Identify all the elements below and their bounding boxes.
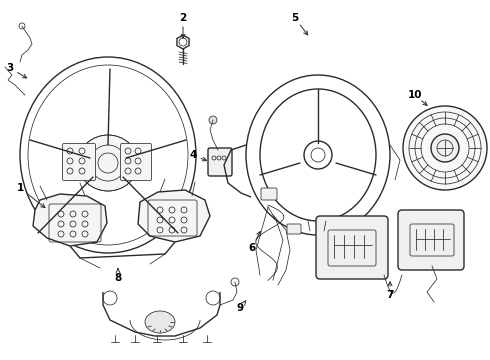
Circle shape bbox=[209, 116, 217, 124]
Circle shape bbox=[431, 134, 459, 162]
FancyBboxPatch shape bbox=[63, 144, 96, 180]
Text: 4: 4 bbox=[189, 150, 196, 160]
Text: 3: 3 bbox=[6, 63, 14, 73]
FancyBboxPatch shape bbox=[316, 216, 388, 279]
Ellipse shape bbox=[260, 89, 376, 221]
FancyBboxPatch shape bbox=[398, 210, 464, 270]
Circle shape bbox=[403, 106, 487, 190]
FancyBboxPatch shape bbox=[208, 148, 232, 176]
Text: 8: 8 bbox=[114, 273, 122, 283]
Text: 10: 10 bbox=[408, 90, 422, 100]
Text: 7: 7 bbox=[386, 290, 393, 300]
Polygon shape bbox=[33, 194, 107, 246]
FancyBboxPatch shape bbox=[121, 144, 151, 180]
Polygon shape bbox=[138, 190, 210, 242]
FancyBboxPatch shape bbox=[261, 188, 277, 200]
Text: 1: 1 bbox=[16, 183, 24, 193]
Ellipse shape bbox=[78, 135, 138, 191]
Text: 5: 5 bbox=[292, 13, 298, 23]
Text: 6: 6 bbox=[248, 243, 256, 253]
Text: 9: 9 bbox=[237, 303, 244, 313]
Ellipse shape bbox=[145, 311, 175, 333]
Circle shape bbox=[304, 141, 332, 169]
FancyBboxPatch shape bbox=[287, 224, 301, 234]
Text: 2: 2 bbox=[179, 13, 187, 23]
